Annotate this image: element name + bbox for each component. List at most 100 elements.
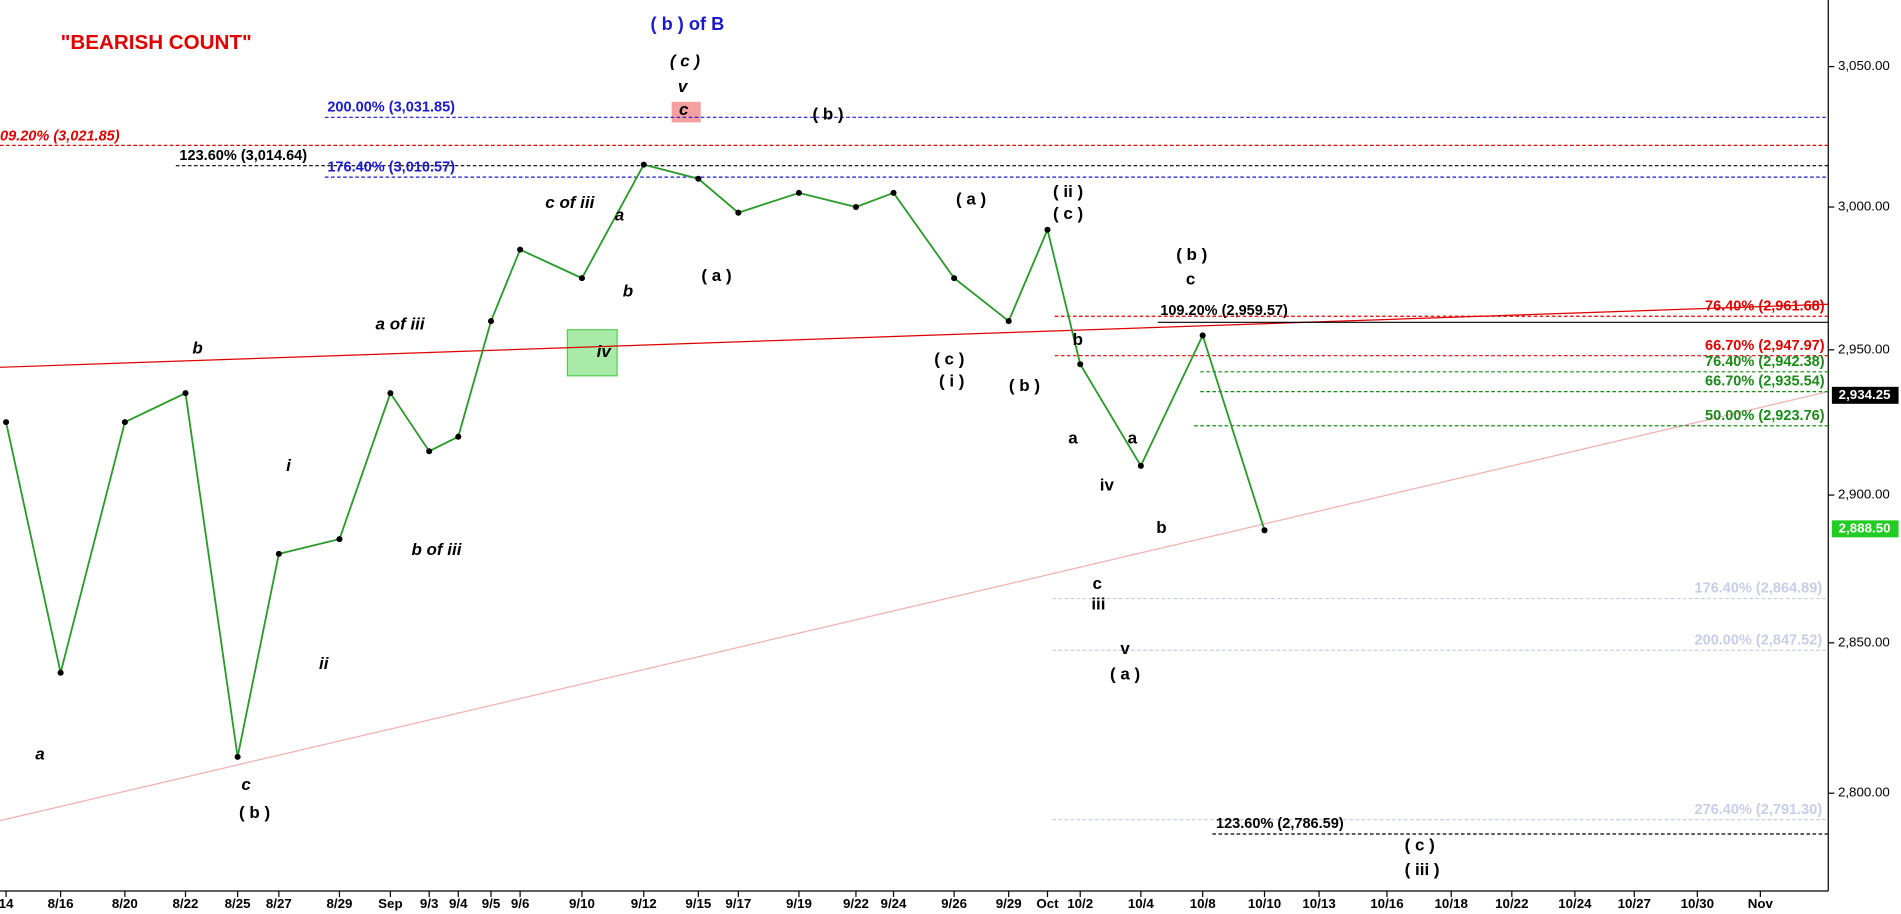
x-tick-label: 8/16: [48, 896, 74, 911]
price-point: [735, 209, 742, 216]
x-tick-label: 9/6: [511, 896, 530, 911]
price-point: [695, 175, 702, 182]
price-point: [275, 550, 282, 557]
wave-label: ( c ): [1405, 836, 1435, 855]
x-tick-label: 8/25: [225, 896, 252, 911]
wave-label: ii: [319, 654, 329, 673]
wave-label: ( iii ): [1405, 860, 1440, 879]
price-point: [890, 189, 897, 196]
price-point: [336, 536, 343, 543]
x-tick-label: Sep: [378, 896, 402, 911]
fib-label: 176.40% (2,864.89): [1695, 581, 1823, 597]
y-tick-label: 2,800.00: [1838, 785, 1890, 800]
y-tick-label: 2,850.00: [1838, 634, 1890, 649]
fib-label: 76.40% (2,942.38): [1705, 354, 1825, 370]
x-tick-label: 9/5: [482, 896, 501, 911]
x-tick-label: 10/18: [1435, 896, 1468, 911]
x-tick-label: 9/29: [996, 896, 1022, 911]
price-point: [517, 246, 524, 253]
wave-label: b: [1073, 330, 1083, 349]
price-point: [1137, 462, 1144, 469]
wave-label: v: [1120, 639, 1130, 658]
x-tick-label: 10/24: [1558, 896, 1592, 911]
wave-label: ( c ): [934, 350, 964, 369]
wave-label: a: [615, 205, 624, 224]
fib-label: 66.70% (2,935.54): [1705, 374, 1825, 390]
price-point: [455, 433, 462, 440]
price-point: [640, 161, 647, 168]
price-point: [1261, 527, 1268, 534]
x-tick-label: 10/8: [1190, 896, 1216, 911]
wave-label: ( ii ): [1053, 182, 1083, 201]
wave-label: ( i ): [939, 371, 964, 390]
fib-label: 109.20% (2,959.57): [1160, 303, 1288, 319]
fib-label: 66.70% (2,947.97): [1705, 338, 1825, 354]
x-tick-label: 9/4: [449, 896, 468, 911]
trendline: [0, 303, 1829, 368]
price-point: [182, 390, 189, 397]
fib-label: 276.40% (2,791.30): [1695, 802, 1823, 818]
x-tick-label: 8/20: [112, 896, 138, 911]
price-point: [1199, 332, 1206, 339]
x-tick-label: 9/24: [881, 896, 908, 911]
fib-label: 50.00% (2,923.76): [1705, 408, 1825, 424]
wave-label: c: [1092, 574, 1101, 593]
price-point: [852, 204, 859, 211]
wave-label: a of iii: [376, 314, 425, 333]
x-tick-label: 10/4: [1128, 896, 1155, 911]
x-tick-label: 10/10: [1248, 896, 1281, 911]
y-tick-label: 3,000.00: [1838, 199, 1890, 214]
chart-subtitle: ( b ) of B: [651, 14, 725, 34]
highlight-box: [566, 329, 618, 377]
wave-label: iv: [597, 342, 613, 361]
price-line: [5, 163, 1266, 758]
x-tick-label: 10/22: [1495, 896, 1528, 911]
x-tick-label: 10/2: [1067, 896, 1093, 911]
price-point: [487, 318, 495, 325]
price-tag: [1831, 386, 1899, 404]
wave-label: b: [1156, 518, 1166, 537]
wave-label: c of iii: [545, 193, 594, 212]
price-tag-label: 2,934.25: [1839, 387, 1891, 402]
wave-label: ( a ): [1110, 665, 1140, 684]
price-point: [1077, 361, 1084, 368]
x-tick-label: Oct: [1036, 896, 1059, 911]
wave-label: a: [1068, 428, 1078, 447]
x-tick-label: 8/29: [326, 896, 352, 911]
wave-label: ( b ): [812, 105, 843, 124]
price-point: [387, 390, 394, 397]
wave-label: a: [35, 745, 44, 764]
wave-label: ( b ): [239, 803, 270, 822]
wave-label: v: [678, 77, 689, 96]
x-tick-label: 10/27: [1618, 896, 1651, 911]
price-point: [951, 275, 958, 282]
fib-label: 200.00% (3,031.85): [327, 99, 455, 115]
wave-label: ( a ): [701, 266, 731, 285]
chart-title: "BEARISH COUNT": [61, 31, 252, 54]
trendline: [0, 390, 1829, 822]
fib-label: 76.40% (2,961.68): [1705, 298, 1825, 314]
x-tick-label: 9/17: [725, 896, 751, 911]
wave-label: iii: [1091, 594, 1105, 613]
x-tick-label: 9/15: [685, 896, 712, 911]
fib-label: 123.60% (2,786.59): [1216, 816, 1344, 832]
x-tick-label: 9/10: [569, 896, 595, 911]
price-point: [1005, 318, 1012, 325]
x-tick-label: 8/27: [266, 896, 292, 911]
wave-label: a: [1128, 428, 1138, 447]
wave-label: c: [1186, 270, 1195, 289]
wave-label: i: [286, 456, 291, 475]
x-tick-label: 9/22: [843, 896, 869, 911]
wave-label: ( c ): [1053, 204, 1083, 223]
price-point: [426, 448, 433, 455]
price-point: [121, 419, 128, 426]
wave-label: c: [241, 775, 251, 794]
x-tick-label: 9/12: [631, 896, 657, 911]
y-tick-label: 2,900.00: [1838, 487, 1890, 502]
wave-label: c: [679, 100, 689, 119]
price-point: [578, 275, 585, 282]
wave-label: b of iii: [411, 540, 461, 559]
fib-label: 200.00% (2,847.52): [1695, 632, 1823, 648]
price-point: [795, 189, 802, 196]
